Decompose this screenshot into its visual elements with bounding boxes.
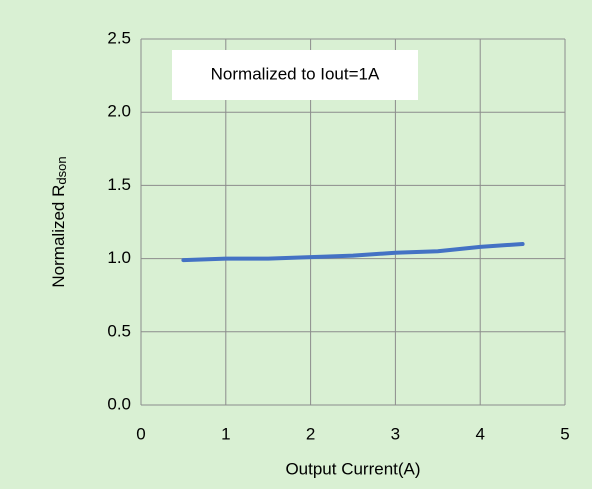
y-axis-label: Normalized Rdson xyxy=(49,156,69,287)
y-tick-label: 0.5 xyxy=(107,321,131,340)
y-tick-label: 2.0 xyxy=(107,102,131,121)
data-line xyxy=(181,241,525,263)
annotation-box xyxy=(172,50,418,100)
x-axis-label: Output Current(A) xyxy=(285,459,420,478)
x-tick-label: 1 xyxy=(221,424,230,443)
x-tick-label: 5 xyxy=(560,424,569,443)
x-tick-label: 3 xyxy=(391,424,400,443)
y-tick-label: 1.0 xyxy=(107,248,131,267)
x-tick-label: 4 xyxy=(475,424,484,443)
x-tick-label: 2 xyxy=(306,424,315,443)
y-tick-label: 2.5 xyxy=(107,28,131,47)
y-axis-label-sub: dson xyxy=(54,156,69,184)
y-axis-label-main: Normalized R xyxy=(49,185,68,288)
y-tick-label: 0.0 xyxy=(107,394,131,413)
y-tick-label: 1.5 xyxy=(107,175,131,194)
annotation: Normalized to Iout=1A xyxy=(211,64,380,83)
x-tick-label: 0 xyxy=(136,424,145,443)
